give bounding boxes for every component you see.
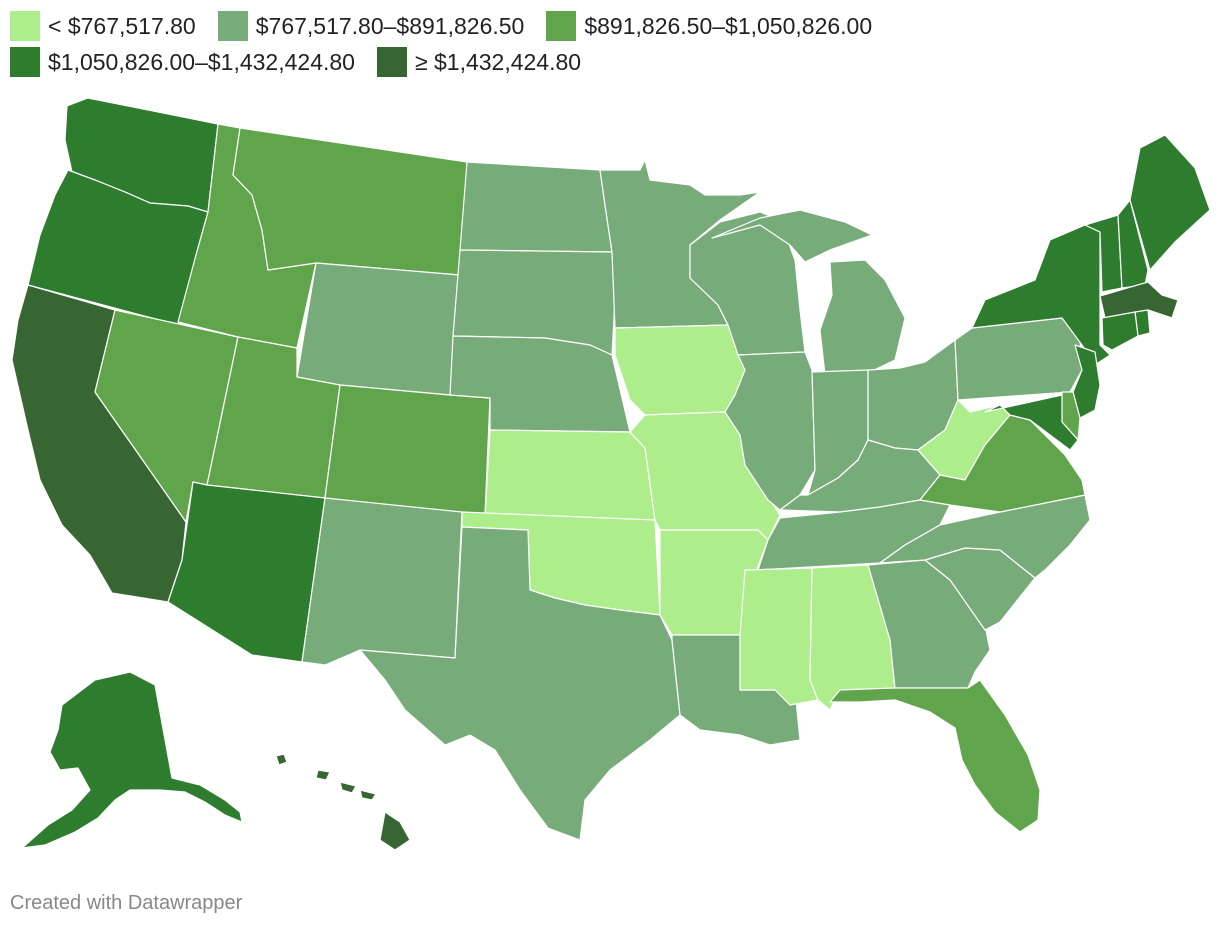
legend-item-bin-4: $1,050,826.00–$1,432,424.80 (10, 47, 355, 77)
state-fl[interactable] (829, 679, 1041, 833)
legend: < $767,517.80 $767,517.80–$891,826.50 $8… (10, 8, 1210, 80)
legend-label: $891,826.50–$1,050,826.00 (584, 12, 873, 39)
state-wy[interactable] (296, 262, 461, 396)
state-mt[interactable] (232, 127, 468, 276)
legend-item-bin-3: $891,826.50–$1,050,826.00 (546, 11, 872, 41)
state-vt[interactable] (1084, 214, 1123, 293)
state-ks[interactable] (484, 429, 656, 521)
legend-item-bin-5: ≥ $1,432,424.80 (376, 47, 582, 77)
legend-row-1: < $767,517.80 $767,517.80–$891,826.50 $8… (10, 8, 1210, 44)
state-nh[interactable] (1117, 199, 1149, 289)
legend-item-bin-2: $767,517.80–$891,826.50 (217, 11, 525, 41)
legend-swatch (376, 47, 407, 77)
state-tx[interactable] (359, 526, 681, 841)
state-ms[interactable] (739, 567, 819, 706)
state-mn[interactable] (599, 159, 761, 329)
state-ak[interactable] (21, 671, 243, 849)
state-va[interactable] (919, 414, 1086, 513)
legend-swatch (217, 11, 248, 41)
state-il[interactable] (724, 351, 816, 511)
state-nm[interactable] (301, 497, 463, 666)
state-pa[interactable] (954, 317, 1083, 401)
state-ny[interactable] (971, 224, 1111, 366)
state-nj[interactable] (1072, 344, 1101, 419)
datawrapper-credit: Created with Datawrapper (10, 892, 243, 914)
state-az[interactable] (167, 481, 326, 663)
legend-label: ≥ $1,432,424.80 (414, 48, 582, 75)
state-wi[interactable] (689, 211, 806, 356)
legend-label: $1,050,826.00–$1,432,424.80 (48, 48, 355, 75)
legend-swatch (546, 11, 577, 41)
state-nd[interactable] (459, 161, 613, 253)
state-co[interactable] (324, 384, 491, 516)
state-hi[interactable] (275, 753, 411, 851)
state-mi[interactable] (711, 209, 906, 376)
legend-swatch (10, 11, 40, 41)
state-me[interactable] (1129, 134, 1211, 271)
legend-item-bin-1: < $767,517.80 (10, 11, 196, 41)
legend-label: $767,517.80–$891,826.50 (255, 12, 525, 39)
state-nc[interactable] (879, 494, 1091, 579)
state-ia[interactable] (614, 324, 746, 416)
state-ct[interactable] (1101, 311, 1139, 351)
legend-swatch (10, 47, 40, 77)
legend-row-2: $1,050,826.00–$1,432,424.80 ≥ $1,432,424… (10, 44, 1210, 80)
state-md[interactable] (984, 394, 1079, 451)
legend-label: < $767,517.80 (48, 12, 196, 39)
